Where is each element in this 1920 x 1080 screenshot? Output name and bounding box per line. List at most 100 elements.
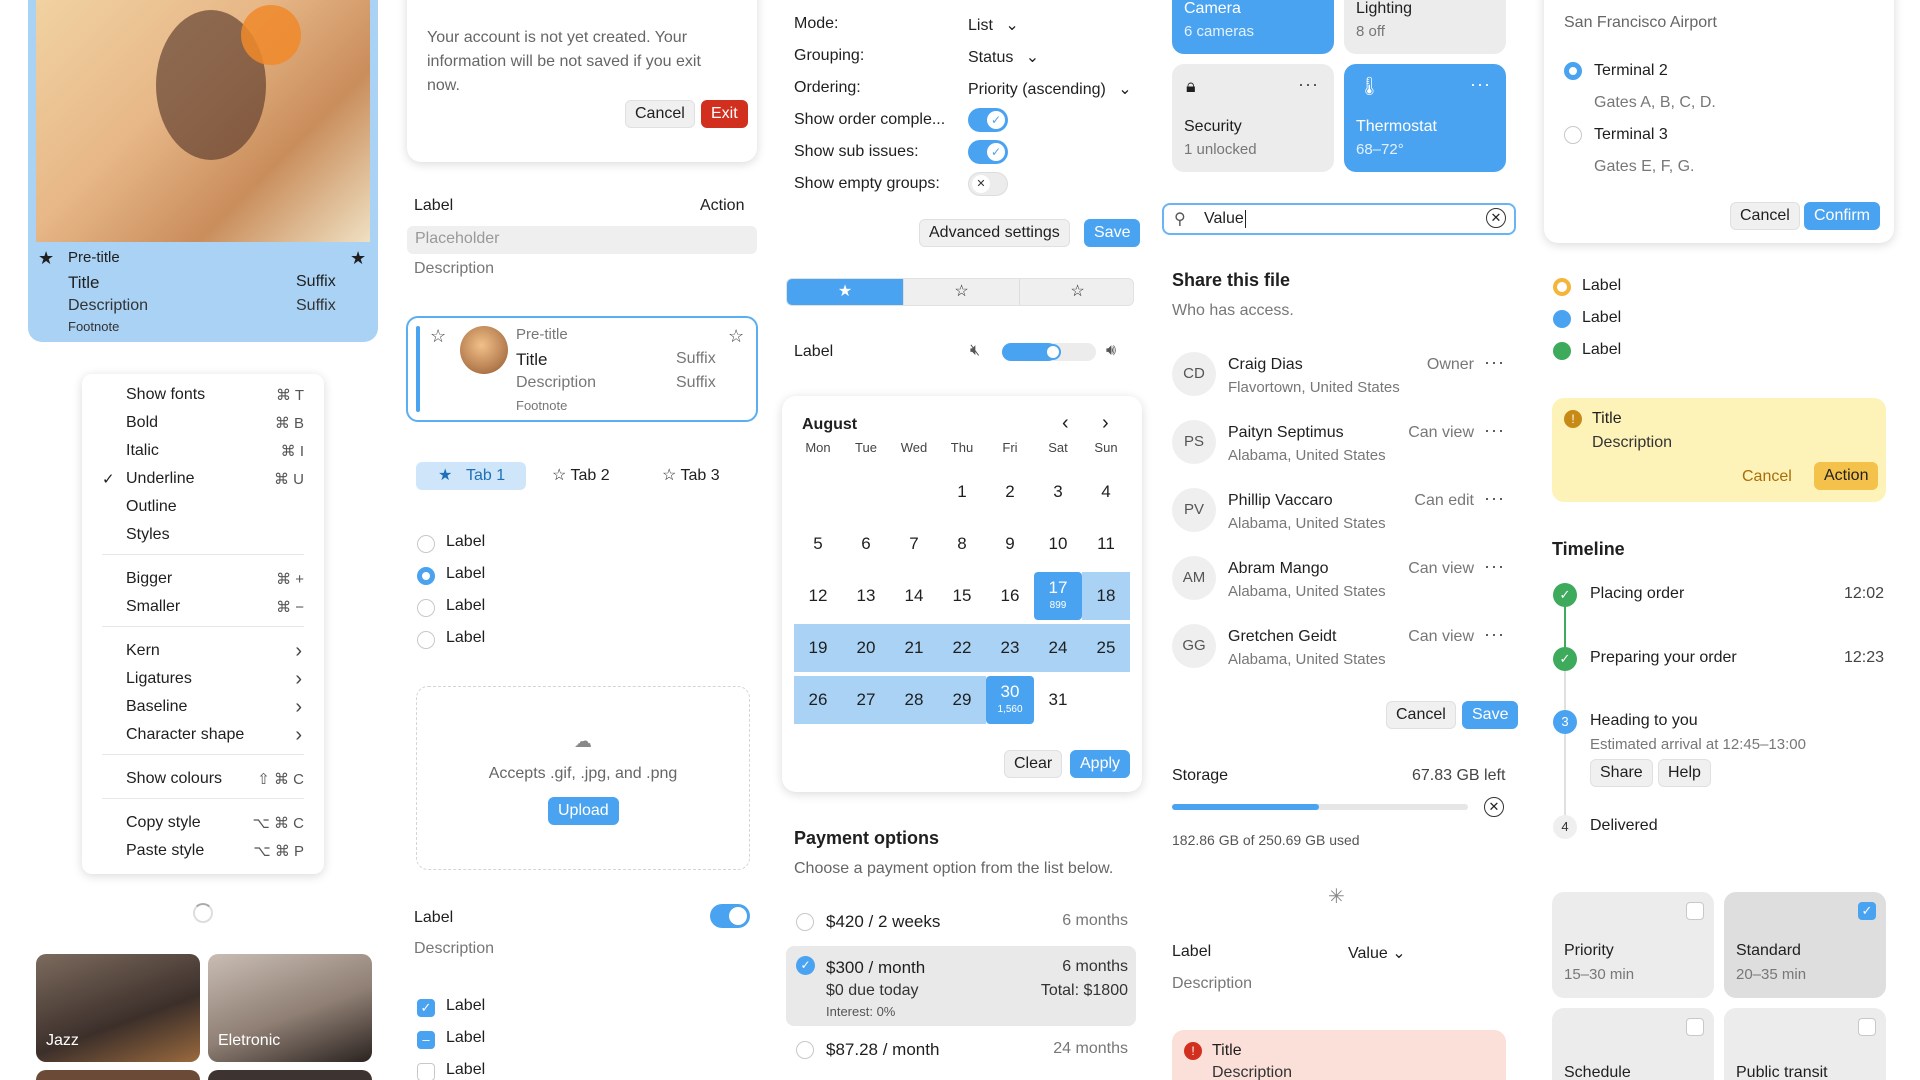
calendar-day[interactable]: 31 (1048, 690, 1068, 709)
menu-item-character-shape[interactable]: Character shape (126, 726, 245, 743)
calendar-day[interactable]: 27 (842, 676, 890, 724)
radio-button[interactable] (417, 567, 435, 585)
volume-slider[interactable] (1002, 343, 1096, 361)
menu-item-baseline[interactable]: Baseline (126, 698, 188, 715)
timeline-share-button[interactable]: Share (1590, 759, 1653, 787)
segmented-rating[interactable]: ★ ☆ ☆ (786, 278, 1134, 306)
calendar-day[interactable]: 7 (909, 534, 919, 553)
payment-option-1[interactable]: $420 / 2 weeks 6 months (786, 908, 1136, 938)
calendar-day[interactable]: 9 (1005, 534, 1015, 553)
cancel-button[interactable]: Cancel (625, 100, 695, 128)
menu-item-underline[interactable]: Underline (126, 470, 195, 487)
tab-2[interactable]: ☆ Tab 2 (552, 467, 610, 484)
radio-button[interactable] (417, 631, 435, 649)
tile-thermostat[interactable]: 🌡︎ ··· Thermostat 68–72° (1344, 64, 1506, 172)
genre-tile-jazz[interactable]: Jazz (36, 954, 200, 1062)
cancel-button[interactable]: Cancel (1730, 202, 1800, 230)
calendar-day[interactable]: 16 (1000, 586, 1020, 605)
calendar-day[interactable]: 1 (957, 482, 967, 501)
storage-clear-icon[interactable]: ✕ (1484, 797, 1504, 817)
tile-lighting[interactable]: Lighting 8 off (1344, 0, 1506, 54)
radio-terminal-2[interactable] (1564, 62, 1582, 80)
calendar-day[interactable]: 30 1,560 (986, 676, 1034, 724)
more-icon[interactable]: ··· (1484, 420, 1505, 440)
menu-item-show-colours[interactable]: Show colours (126, 770, 223, 787)
calendar-day[interactable]: 8 (957, 534, 967, 553)
radio[interactable] (796, 913, 814, 931)
menu-item-bigger[interactable]: Bigger (126, 570, 173, 587)
menu-item-italic[interactable]: Italic (126, 442, 159, 459)
calendar-day[interactable]: 21 (890, 624, 938, 672)
radio[interactable] (796, 1041, 814, 1059)
checked-radio[interactable]: ✓ (796, 956, 815, 975)
tile-camera[interactable]: Camera 6 cameras (1172, 0, 1334, 54)
genre-tile-electronic[interactable]: Eletronic (208, 954, 372, 1062)
calendar-day[interactable]: 4 (1101, 482, 1111, 501)
checkbox[interactable]: ✓ (1858, 902, 1876, 920)
tab-1[interactable]: ★ Tab 1 (416, 462, 526, 490)
delivery-option[interactable]: Public transit (1724, 1008, 1886, 1080)
calendar-day[interactable]: 3 (1053, 482, 1063, 501)
calendar-day[interactable]: 10 (1048, 534, 1068, 553)
delivery-option[interactable]: Schedule (1552, 1008, 1714, 1080)
tab-3[interactable]: ☆ Tab 3 (662, 467, 720, 484)
menu-item-bold[interactable]: Bold (126, 414, 159, 431)
placeholder-input[interactable]: Placeholder (407, 226, 757, 254)
setting-dropdown[interactable]: Status ⌄ (968, 49, 1040, 66)
checkbox[interactable] (417, 1063, 435, 1080)
timeline-help-button[interactable]: Help (1658, 759, 1711, 787)
star-icon-right[interactable]: ☆ (728, 326, 745, 346)
volume-up-icon[interactable]: 🔊︎ (1106, 342, 1117, 359)
setting-toggle[interactable]: ✓ (968, 140, 1008, 164)
exit-button[interactable]: Exit (701, 100, 748, 128)
checkbox[interactable]: ✓ (417, 999, 435, 1017)
search-field[interactable]: ⚲ Value ✕ (1162, 203, 1516, 235)
calendar-day[interactable]: 15 (952, 586, 972, 605)
setting-toggle[interactable]: ✓ (968, 108, 1008, 132)
calendar-day[interactable]: 14 (904, 586, 924, 605)
calendar-day[interactable]: 17 899 (1034, 572, 1082, 620)
star-icon-right[interactable]: ★ (350, 248, 367, 268)
toggle-switch[interactable] (710, 904, 750, 928)
checkbox[interactable] (1686, 1018, 1704, 1036)
save-button[interactable]: Save (1084, 219, 1141, 247)
segment-1[interactable]: ★ (787, 279, 903, 305)
clear-icon[interactable]: ✕ (1486, 208, 1506, 228)
calendar-day[interactable]: 28 (890, 676, 938, 724)
share-cancel-button[interactable]: Cancel (1386, 701, 1456, 729)
genre-tile-partial[interactable] (208, 1070, 372, 1080)
payment-option-2[interactable]: ✓ $300 / month 6 months $0 due today Tot… (786, 946, 1136, 1026)
setting-dropdown[interactable]: Priority (ascending) ⌄ (968, 81, 1132, 98)
checkbox[interactable]: – (417, 1031, 435, 1049)
person-role[interactable]: Can view (1408, 424, 1474, 441)
checkbox[interactable] (1686, 902, 1704, 920)
confirm-button[interactable]: Confirm (1804, 202, 1881, 230)
delivery-option[interactable]: ✓ Standard 20–35 min (1724, 892, 1886, 998)
calendar-day[interactable]: 26 (794, 676, 842, 724)
person-role[interactable]: Can edit (1414, 492, 1474, 509)
genre-tile-partial[interactable] (36, 1070, 200, 1080)
menu-item-paste-style[interactable]: Paste style (126, 842, 205, 859)
star-icon[interactable]: ★ (38, 248, 55, 268)
clear-button[interactable]: Clear (1004, 750, 1063, 778)
share-save-button[interactable]: Save (1462, 701, 1519, 729)
alert-cancel-button[interactable]: Cancel (1742, 468, 1792, 485)
field-action[interactable]: Action (700, 197, 745, 214)
radio-terminal-3[interactable] (1564, 126, 1582, 144)
person-role[interactable]: Can view (1408, 560, 1474, 577)
advanced-settings-button[interactable]: Advanced settings (919, 219, 1070, 247)
more-icon[interactable]: ··· (1484, 556, 1505, 576)
calendar-day[interactable]: 22 (938, 624, 986, 672)
more-icon[interactable]: ··· (1484, 352, 1505, 372)
more-icon[interactable]: ··· (1470, 74, 1491, 94)
menu-item-styles[interactable]: Styles (126, 526, 170, 543)
menu-item-outline[interactable]: Outline (126, 498, 177, 515)
menu-item-kern[interactable]: Kern (126, 642, 160, 659)
setting-dropdown[interactable]: List ⌄ (968, 17, 1019, 34)
menu-item-show-fonts[interactable]: Show fonts (126, 386, 206, 403)
calendar-day[interactable]: 24 (1034, 624, 1082, 672)
setting-toggle[interactable]: ✕ (968, 172, 1008, 196)
star-icon[interactable]: ☆ (430, 326, 447, 346)
list-card-selected[interactable]: ☆ Pre-title Title Suffix Description Suf… (406, 316, 758, 422)
chevron-right-icon[interactable]: › (1102, 412, 1109, 434)
